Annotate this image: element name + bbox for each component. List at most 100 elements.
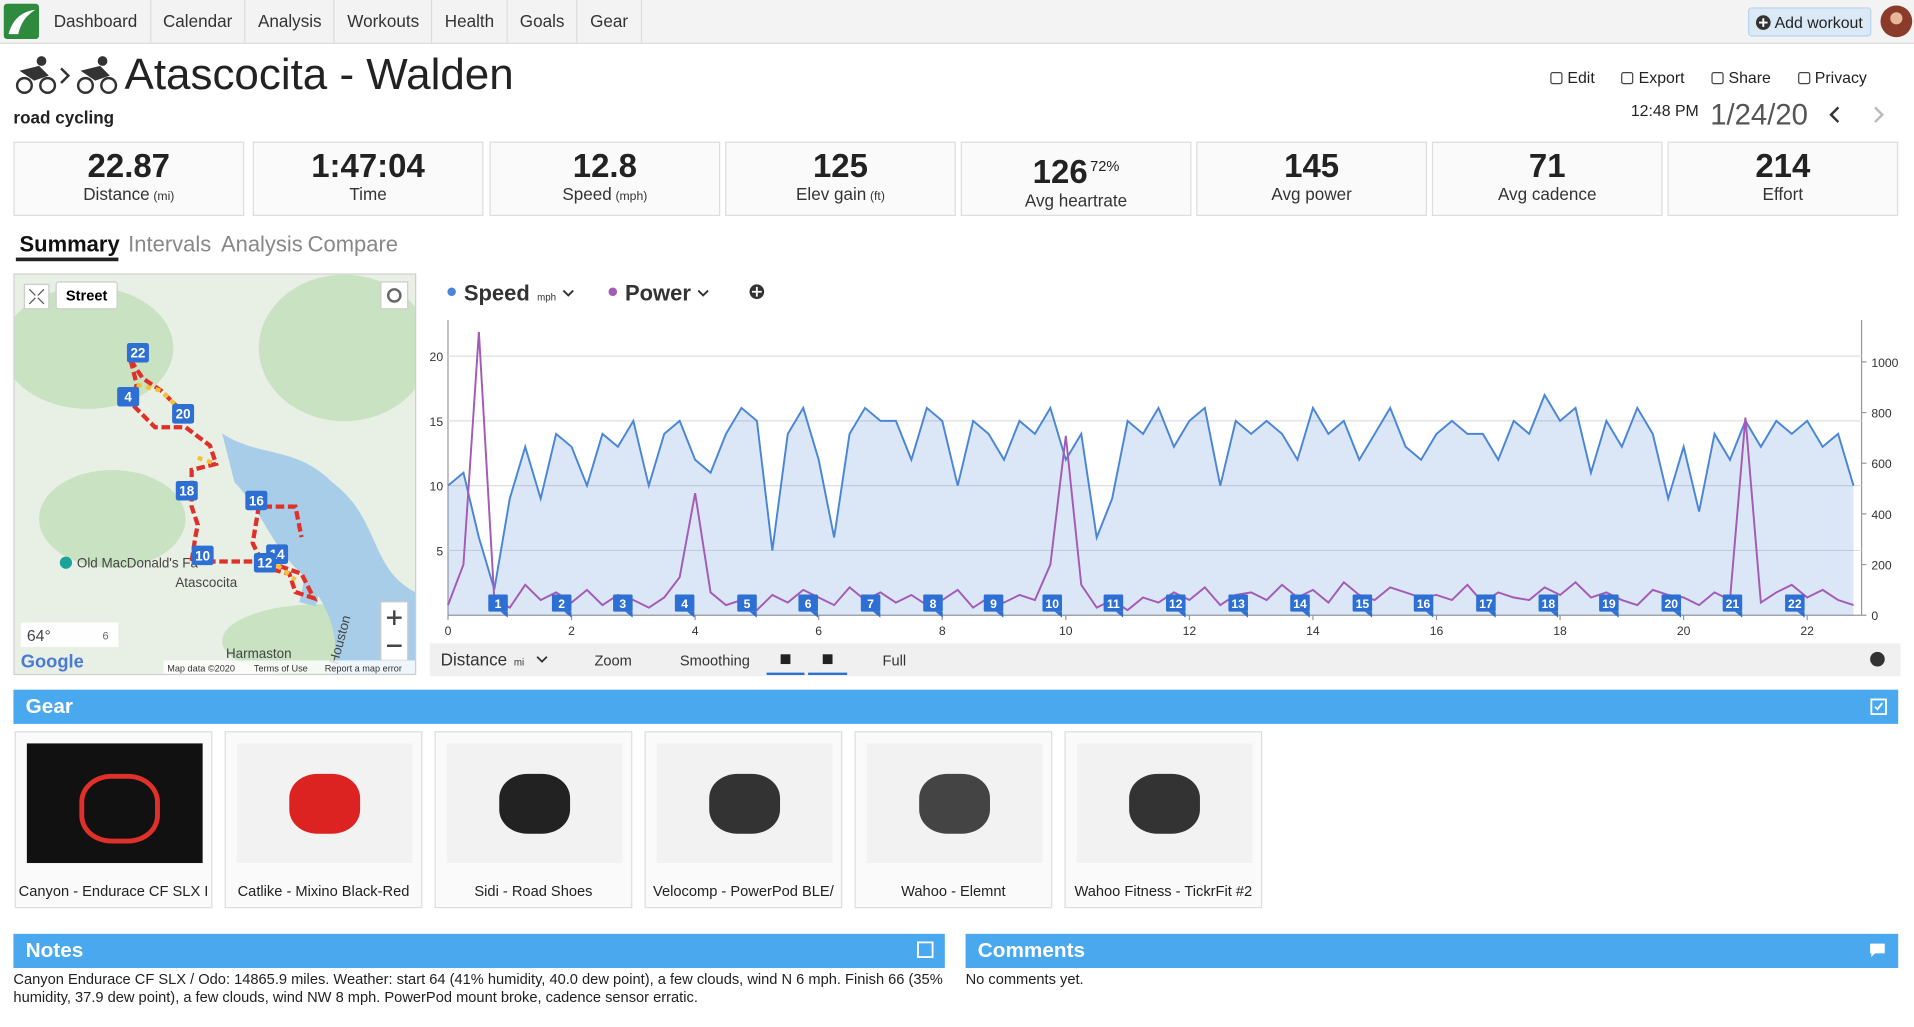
map-marker-label: 4 [124, 390, 132, 405]
stat-number: 126 [1032, 153, 1088, 191]
stat-label-text: Avg power [1271, 184, 1352, 204]
legend-chevron [562, 289, 574, 297]
nav-item[interactable]: Goals [508, 0, 578, 43]
control-label: Full [883, 653, 907, 669]
comments-icon[interactable] [1869, 942, 1886, 958]
control-label: Distance [441, 650, 507, 669]
lap-marker [1538, 594, 1559, 612]
lap-marker-tail [1115, 611, 1124, 618]
map-marker [245, 490, 268, 511]
lap-marker-tail [1178, 611, 1186, 618]
add-series-plus [751, 286, 762, 297]
map-attribution: Report a map error [325, 663, 402, 673]
sport-icons [15, 56, 118, 94]
nav-item[interactable]: Health [433, 0, 508, 43]
notes-edit-icon[interactable] [917, 941, 934, 958]
x-tick-label: 10 [1059, 624, 1073, 638]
control-icon [822, 654, 833, 665]
map-marker [175, 480, 198, 501]
map-place: Old MacDonald's Fa [77, 556, 199, 571]
map-attribution: Terms of Use [254, 663, 308, 673]
map-place: Atascocita [175, 575, 237, 590]
logo[interactable] [3, 3, 40, 40]
nav-item[interactable]: Analysis [246, 0, 336, 43]
header-action[interactable]: Privacy [1797, 68, 1867, 87]
gear-card[interactable]: Wahoo - Elemnt [854, 731, 1053, 909]
lap-label: 8 [930, 597, 937, 611]
stat-unit: (ft) [869, 190, 885, 204]
header-action[interactable]: Edit [1550, 68, 1595, 87]
lap-label: 11 [1107, 597, 1120, 611]
nav-item[interactable]: Workouts [335, 0, 433, 43]
gear-image [656, 743, 833, 864]
legend-unit: mph [537, 292, 556, 303]
stat-label-text: Time [349, 184, 387, 204]
lap-marker-tail [1797, 611, 1805, 618]
map-poi [59, 556, 73, 569]
lap-label: 12 [1169, 597, 1183, 611]
gear-image [236, 743, 413, 864]
lap-marker [674, 594, 695, 612]
lap-label: 18 [1542, 597, 1556, 611]
x-tick-label: 12 [1183, 624, 1197, 638]
stat-number: 22.87 [87, 147, 171, 185]
gear-shape [289, 773, 360, 834]
lap-marker [1166, 594, 1186, 612]
tab[interactable]: Intervals [128, 231, 212, 257]
stat-number: 71 [1528, 147, 1566, 185]
control-label: mi [514, 657, 524, 668]
tab[interactable]: Analysis [220, 231, 303, 257]
gear-card[interactable]: Sidi - Road Shoes [434, 731, 633, 909]
action-icon [1711, 71, 1724, 84]
avatar[interactable] [1880, 5, 1913, 38]
gear-card[interactable]: Canyon - Endurace CF SLX I [14, 731, 213, 909]
nav-item[interactable]: Gear [578, 0, 642, 43]
legend-item[interactable]: Power [608, 280, 709, 305]
x-tick-label: 4 [692, 624, 699, 638]
series-line [447, 331, 1854, 612]
map-marker-label: 20 [176, 407, 191, 422]
lap-marker [488, 594, 508, 612]
workout-title: Atascocita - Walden [124, 48, 514, 99]
stat-label-text: Avg heartrate [1024, 190, 1128, 210]
x-tick-label: 8 [939, 624, 946, 638]
lap-label: 7 [867, 597, 874, 611]
gear-card[interactable]: Catlike - Mixino Black-Red [224, 731, 423, 909]
stat-label: Elev gain (ft) [726, 184, 954, 204]
control-icon [780, 654, 791, 665]
header-actions: Edit Export Share Privacy [1550, 68, 1867, 87]
date-nav[interactable] [1826, 105, 1887, 125]
x-tick-label: 18 [1553, 624, 1567, 638]
map-brand: Google [21, 651, 84, 672]
y2-tick-label: 600 [1871, 457, 1892, 471]
tab[interactable]: Compare [307, 231, 398, 257]
map-marker-label: 18 [179, 484, 194, 499]
map-marker [117, 386, 140, 407]
lap-marker-tail [935, 611, 943, 618]
workout-date: 1/24/20 [1710, 98, 1808, 132]
map[interactable]: Street Old MacDonald's Fa Atascocita Harmas… [13, 273, 417, 676]
header-action[interactable]: Export [1621, 68, 1685, 87]
x-tick-label: 6 [815, 624, 822, 638]
map-attribution-bg [163, 660, 416, 674]
gear-edit-icon[interactable] [1870, 698, 1887, 716]
lap-marker-tail [1734, 611, 1743, 618]
gear-card[interactable]: Wahoo Fitness - TickrFit #2 [1064, 731, 1263, 909]
stat-label: Speed (mph) [491, 184, 719, 204]
gear-name: Velocomp - PowerPod BLE/ [653, 882, 834, 900]
sport-label: road cycling [13, 107, 115, 127]
lap-marker [1352, 594, 1373, 612]
map-marker [191, 545, 214, 566]
gear-card[interactable]: Velocomp - PowerPod BLE/ [644, 731, 843, 909]
nav-item[interactable]: Calendar [151, 0, 246, 43]
tab[interactable]: Summary [19, 231, 120, 257]
plus-icon [1755, 15, 1771, 30]
header-action[interactable]: Share [1711, 68, 1771, 87]
nav-item[interactable]: Dashboard [42, 0, 151, 43]
notes-header: Notes [13, 933, 945, 969]
action-label: Edit [1567, 68, 1595, 87]
map-marker-label: 12 [257, 556, 272, 571]
action-icon [1621, 71, 1634, 84]
legend-item[interactable]: Speed mph [447, 280, 574, 305]
